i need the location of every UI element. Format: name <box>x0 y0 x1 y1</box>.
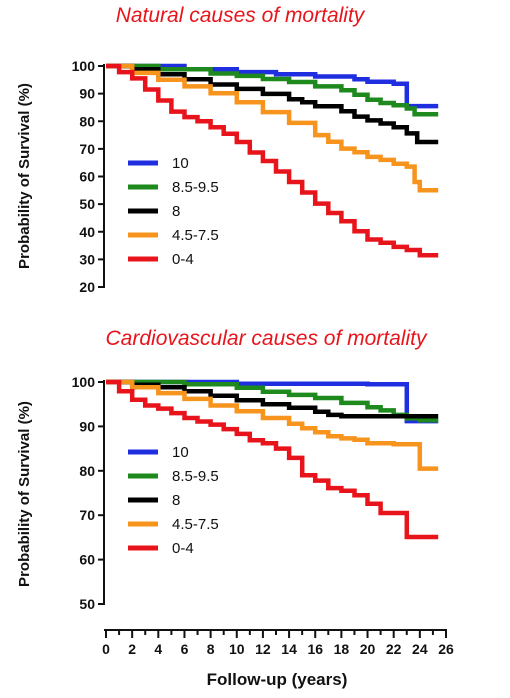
y-tick-label: 90 <box>79 418 95 434</box>
x-tick-label: 2 <box>128 641 136 657</box>
legend-label: 0-4 <box>172 251 194 268</box>
legend-label: 8 <box>172 203 180 220</box>
y-tick-label: 40 <box>79 224 95 240</box>
legend-label: 4.5-7.5 <box>172 227 219 244</box>
legend-label: 8.5-9.5 <box>172 179 219 196</box>
x-tick-label: 6 <box>181 641 189 657</box>
series-curve-4.5-7.5 <box>106 63 439 193</box>
x-tick-label: 20 <box>360 641 376 657</box>
y-tick-label: 90 <box>79 86 95 102</box>
y-axis-label: Probability of Survival (%) <box>16 83 33 269</box>
series-curve-0-4 <box>106 379 439 540</box>
y-tick-label: 30 <box>79 251 95 267</box>
x-tick-label: 4 <box>154 641 162 657</box>
y-tick-label: 50 <box>79 596 95 612</box>
cardiovascular-mortality-panel: Cardiovascular causes of mortality Proba… <box>16 327 439 612</box>
panel-title: Natural causes of mortality <box>116 4 366 27</box>
x-axis-label: Follow-up (years) <box>207 670 348 689</box>
y-tick-label: 60 <box>79 552 95 568</box>
y-tick-label: 100 <box>72 374 96 390</box>
series-curve-8 <box>106 63 439 145</box>
y-tick-label: 50 <box>79 196 95 212</box>
x-axis: 0 2 4 6 8 10 12 14 16 18 20 22 24 26 <box>102 629 454 657</box>
x-tick-label: 24 <box>412 641 428 657</box>
x-tick-label: 26 <box>438 641 454 657</box>
legend-label: 8.5-9.5 <box>172 468 219 485</box>
panel-title: Cardiovascular causes of mortality <box>106 327 428 350</box>
y-tick-label: 70 <box>79 507 95 523</box>
series-curve-8.5-9.5 <box>106 63 439 117</box>
y-tick-label: 100 <box>72 58 96 74</box>
legend-label: 4.5-7.5 <box>172 516 219 533</box>
x-tick-label: 16 <box>307 641 323 657</box>
y-tick-label: 20 <box>79 279 95 295</box>
legend-label: 10 <box>172 155 189 172</box>
survival-curves <box>106 63 439 258</box>
x-tick-label: 22 <box>386 641 402 657</box>
y-axis-label: Probability of Survival (%) <box>16 401 33 587</box>
y-tick-label: 70 <box>79 141 95 157</box>
y-tick-label: 80 <box>79 463 95 479</box>
y-axis: 50 60 70 80 90 100 <box>72 374 105 612</box>
y-tick-label: 80 <box>79 113 95 129</box>
natural-mortality-panel: Natural causes of mortality Probability … <box>16 4 439 295</box>
legend-label: 0-4 <box>172 540 194 557</box>
series-curve-4.5-7.5 <box>106 379 439 471</box>
x-tick-label: 8 <box>207 641 215 657</box>
x-tick-label: 18 <box>334 641 350 657</box>
x-tick-label: 10 <box>229 641 245 657</box>
x-tick-label: 12 <box>255 641 271 657</box>
legend: 10 8.5-9.5 8 4.5-7.5 0-4 <box>128 444 219 557</box>
y-tick-label: 60 <box>79 169 95 185</box>
x-tick-label: 14 <box>281 641 297 657</box>
legend-label: 10 <box>172 444 189 461</box>
survival-curves <box>106 379 439 540</box>
x-tick-label: 0 <box>102 641 110 657</box>
legend-label: 8 <box>172 492 180 509</box>
y-axis: 20 30 40 50 60 70 80 90 100 <box>72 58 105 295</box>
series-curve-0-4 <box>106 63 439 258</box>
legend: 10 8.5-9.5 8 4.5-7.5 0-4 <box>128 155 219 268</box>
series-curve-10 <box>106 63 439 109</box>
